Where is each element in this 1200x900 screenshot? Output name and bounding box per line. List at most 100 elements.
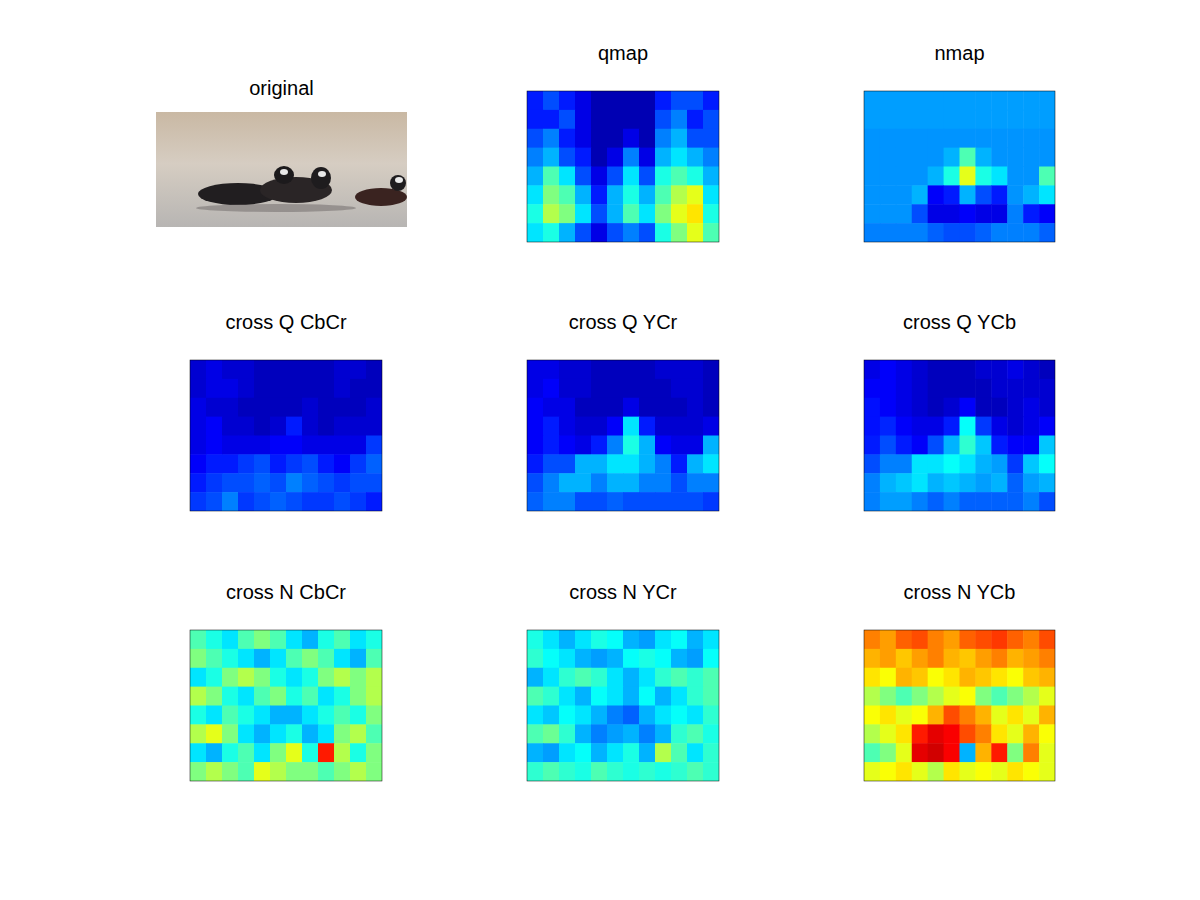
heat-cell	[543, 630, 560, 649]
heat-cell	[928, 762, 944, 781]
heat-cell	[896, 398, 912, 417]
heat-cell	[928, 204, 944, 223]
heat-cell	[623, 706, 640, 725]
heat-cell	[206, 379, 223, 398]
heat-cell	[655, 167, 672, 186]
heat-cell	[527, 630, 544, 649]
heat-cell	[991, 630, 1007, 649]
heat-cell	[864, 204, 880, 223]
heat-cell	[559, 454, 576, 473]
heat-cell	[222, 436, 239, 455]
heat-cell	[527, 706, 544, 725]
heat-cell	[527, 492, 544, 511]
heat-cell	[960, 110, 976, 129]
heat-cell	[639, 185, 656, 204]
heat-cell	[687, 417, 704, 436]
heat-cell	[575, 360, 592, 379]
photo-shape	[318, 171, 326, 177]
heat-cell	[655, 743, 672, 762]
heat-cell	[527, 148, 544, 167]
heat-cell	[591, 167, 608, 186]
heat-cell	[991, 668, 1007, 687]
heat-cell	[334, 436, 351, 455]
heat-cell	[270, 630, 287, 649]
heat-cell	[1023, 379, 1039, 398]
heat-cell	[912, 379, 928, 398]
heat-cell	[238, 762, 255, 781]
heat-cell	[864, 492, 880, 511]
heat-cell	[671, 398, 688, 417]
heat-cell	[639, 223, 656, 242]
heat-cell	[238, 492, 255, 511]
heat-cell	[928, 706, 944, 725]
heat-cell	[254, 379, 271, 398]
heat-cell	[286, 668, 303, 687]
heat-cell	[222, 706, 239, 725]
heat-cell	[703, 223, 719, 242]
heat-cell	[639, 398, 656, 417]
heat-cell	[270, 762, 287, 781]
heat-cell	[559, 762, 576, 781]
heat-cell	[607, 204, 624, 223]
heat-cell	[928, 417, 944, 436]
heat-cell	[864, 379, 880, 398]
heat-cell	[896, 706, 912, 725]
heat-cell	[559, 417, 576, 436]
heat-cell	[896, 167, 912, 186]
heat-cell	[991, 379, 1007, 398]
heat-cell	[607, 360, 624, 379]
heat-cell	[912, 724, 928, 743]
heat-cell	[607, 630, 624, 649]
heat-cell	[944, 762, 960, 781]
heat-cell	[575, 379, 592, 398]
heat-cell	[607, 129, 624, 148]
heat-cell	[864, 91, 880, 110]
heat-cell	[912, 167, 928, 186]
heat-cell	[1039, 454, 1055, 473]
heat-cell	[960, 436, 976, 455]
heat-cell	[1039, 473, 1055, 492]
heat-cell	[190, 417, 207, 436]
heat-cell	[960, 91, 976, 110]
heat-cell	[559, 492, 576, 511]
heat-cell	[543, 649, 560, 668]
heat-cell	[880, 668, 896, 687]
heat-cell	[254, 743, 271, 762]
heat-cell	[687, 223, 704, 242]
heat-cell	[527, 668, 544, 687]
heat-cell	[591, 360, 608, 379]
heat-cell	[222, 454, 239, 473]
heat-cell	[607, 687, 624, 706]
heat-cell	[975, 129, 991, 148]
heat-cell	[944, 398, 960, 417]
heat-cell	[591, 379, 608, 398]
heat-cell	[302, 687, 319, 706]
heat-cell	[671, 706, 688, 725]
heat-cell	[880, 360, 896, 379]
heat-cell	[864, 668, 880, 687]
heat-cell	[928, 379, 944, 398]
heat-cell	[190, 687, 207, 706]
heat-cell	[607, 379, 624, 398]
heat-cell	[960, 360, 976, 379]
heat-cell	[543, 724, 560, 743]
heat-cell	[575, 762, 592, 781]
heat-cell	[623, 110, 640, 129]
heat-cell	[350, 668, 367, 687]
heat-cell	[238, 473, 255, 492]
heat-cell	[334, 473, 351, 492]
heat-cell	[975, 185, 991, 204]
heat-cell	[1023, 185, 1039, 204]
panel	[864, 91, 1056, 243]
heat-cell	[623, 91, 640, 110]
heat-cell	[254, 417, 271, 436]
heat-cell	[238, 417, 255, 436]
heat-cell	[912, 148, 928, 167]
heat-cell	[318, 360, 335, 379]
heat-cell	[991, 129, 1007, 148]
heat-cell	[896, 204, 912, 223]
heat-cell	[527, 454, 544, 473]
heat-cell	[607, 167, 624, 186]
heat-cell	[575, 687, 592, 706]
heat-cell	[671, 360, 688, 379]
